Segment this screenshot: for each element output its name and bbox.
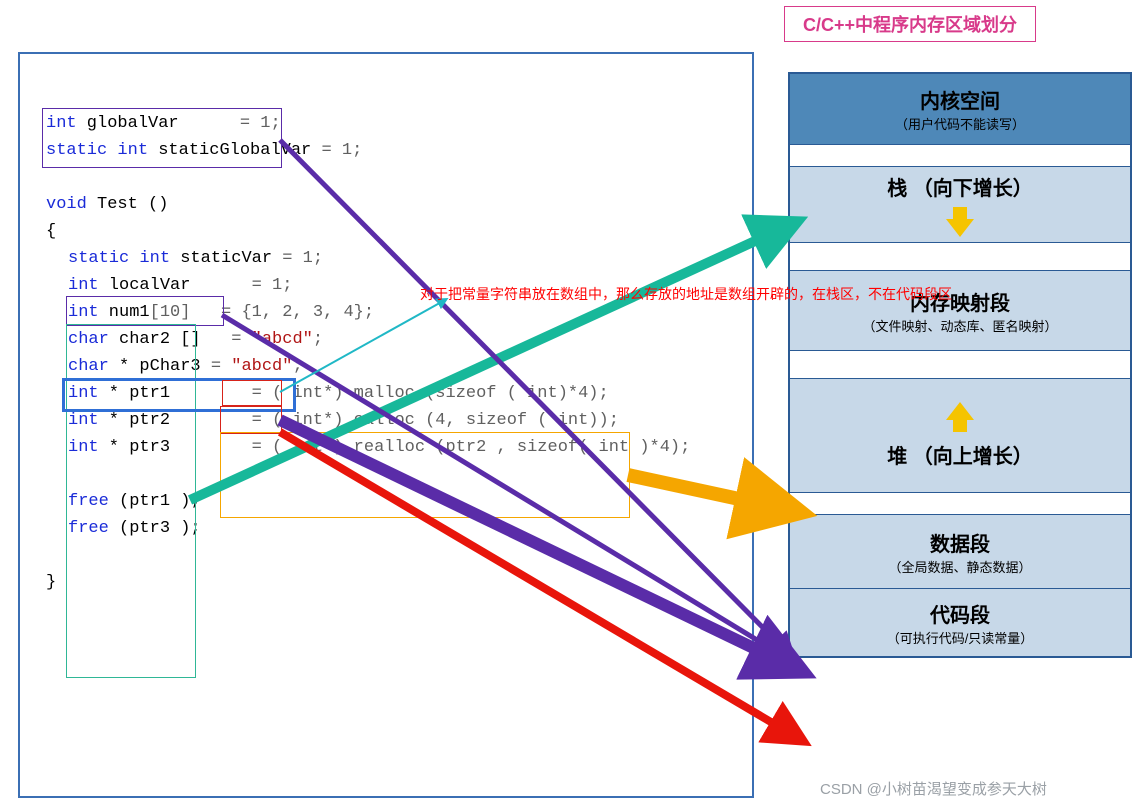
mem-label: 栈 （向下增长） [887, 172, 1033, 201]
mem-row-8: 数据段（全局数据、静态数据） [790, 514, 1130, 588]
diagram-canvas: C/C++中程序内存区域划分 int globalVar = 1;static … [0, 0, 1148, 805]
mem-row-0: 内核空间（用户代码不能读写） [790, 74, 1130, 144]
mem-sublabel: （文件映射、动态库、匿名映射） [862, 316, 1057, 335]
mem-label: 内核空间 [920, 85, 1000, 114]
mem-row-7 [790, 492, 1130, 514]
annotation-text: 对于把常量字符串放在数组中，那么存放的地址是数组开辟的，在栈区，不在代码段区 [420, 284, 952, 304]
mem-label: 代码段 [930, 599, 990, 628]
mem-sublabel: （可执行代码/只读常量） [887, 628, 1034, 647]
mem-sublabel: （用户代码不能读写） [895, 114, 1025, 133]
mem-row-3 [790, 242, 1130, 270]
mem-label: 数据段 [930, 528, 990, 557]
mem-sublabel: （全局数据、静态数据） [888, 557, 1031, 576]
title-box: C/C++中程序内存区域划分 [784, 6, 1036, 42]
memory-table: 内核空间（用户代码不能读写） 栈 （向下增长） 内存映射段（文件映射、动态库、匿名映… [788, 72, 1132, 658]
mem-row-4: 内存映射段（文件映射、动态库、匿名映射） [790, 270, 1130, 350]
arrow-down-icon [946, 219, 974, 237]
watermark: CSDN @小树苗渴望变成参天大树 [820, 778, 1047, 799]
mem-row-5 [790, 350, 1130, 378]
mem-label: 堆 （向上增长） [887, 440, 1033, 469]
arrow-up-icon [946, 402, 974, 420]
mem-row-6: 堆 （向上增长） [790, 378, 1130, 492]
mem-row-9: 代码段（可执行代码/只读常量） [790, 588, 1130, 656]
code-block: int globalVar = 1;static int staticGloba… [46, 110, 690, 596]
mem-row-2: 栈 （向下增长） [790, 166, 1130, 242]
mem-row-1 [790, 144, 1130, 166]
